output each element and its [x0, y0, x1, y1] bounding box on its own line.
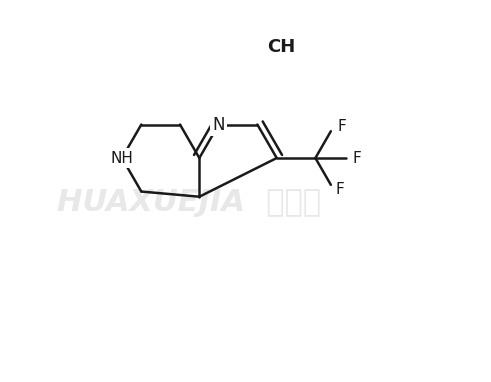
Text: NH: NH: [110, 151, 134, 165]
Text: F: F: [353, 151, 362, 165]
Text: CH: CH: [267, 38, 295, 56]
Text: N: N: [213, 115, 225, 134]
Text: F: F: [335, 182, 344, 197]
Text: F: F: [337, 119, 346, 134]
Text: HUAXUEJIA  化学加: HUAXUEJIA 化学加: [57, 188, 322, 217]
